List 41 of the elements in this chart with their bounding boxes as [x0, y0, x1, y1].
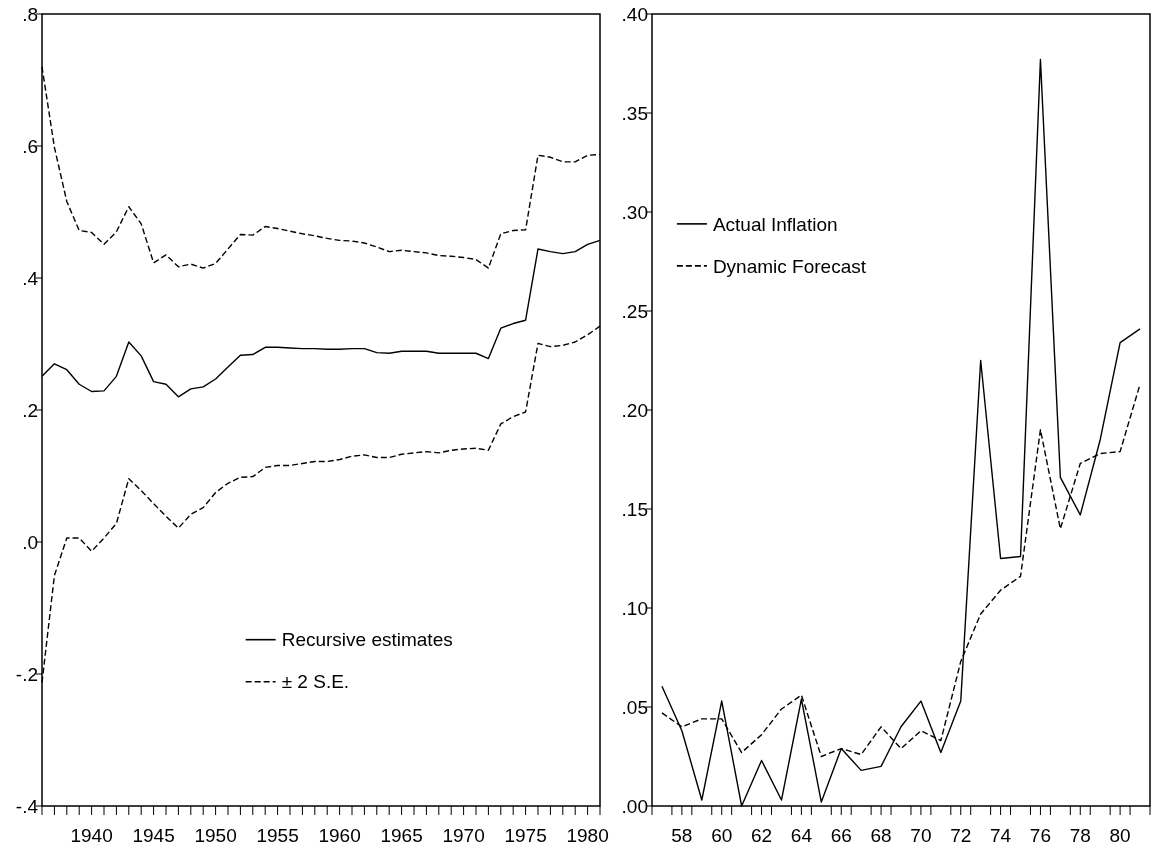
- x-tick-label: 68: [870, 825, 892, 846]
- y-tick-label: .30: [621, 201, 648, 223]
- x-tick-label: 60: [711, 825, 733, 846]
- legend-label: Dynamic Forecast: [712, 255, 867, 277]
- x-tick-label: 1965: [380, 825, 423, 846]
- x-tick-label: 64: [790, 825, 813, 846]
- y-tick-label: .0: [22, 531, 38, 553]
- x-tick-label: 1975: [504, 825, 547, 846]
- y-tick-label: .8: [22, 3, 38, 25]
- x-tick-label: 58: [671, 825, 693, 846]
- x-tick-label: 66: [830, 825, 852, 846]
- legend-label: ± 2 S.E.: [281, 671, 350, 693]
- legend-label: Recursive estimates: [281, 629, 453, 651]
- y-tick-label: .4: [22, 267, 39, 289]
- x-tick-label: 1980: [566, 825, 609, 846]
- y-tick-label: .2: [22, 399, 38, 421]
- x-tick-label: 1950: [194, 825, 237, 846]
- y-tick-label: -.4: [15, 795, 39, 817]
- y-tick-label: .00: [621, 795, 648, 817]
- y-tick-label: .6: [22, 135, 38, 157]
- x-tick-label: 74: [990, 825, 1012, 846]
- x-tick-label: 1960: [318, 825, 361, 846]
- x-tick-label: 72: [950, 825, 972, 846]
- y-tick-label: .20: [621, 399, 648, 421]
- y-tick-label: .40: [621, 3, 648, 25]
- y-tick-label: .25: [621, 300, 648, 322]
- y-tick-label: .35: [621, 102, 648, 124]
- x-tick-label: 1945: [132, 825, 175, 846]
- x-tick-label: 62: [750, 825, 773, 846]
- x-tick-label: 1970: [442, 825, 485, 846]
- x-tick-label: 78: [1069, 825, 1091, 846]
- y-tick-label: .05: [621, 696, 648, 718]
- legend-label: Actual Inflation: [712, 213, 838, 235]
- y-tick-label: .10: [621, 597, 648, 619]
- x-tick-label: 76: [1029, 825, 1052, 846]
- x-tick-label: 1955: [256, 825, 299, 846]
- y-tick-label: -.2: [15, 663, 38, 685]
- y-tick-label: .15: [621, 498, 648, 520]
- x-tick-label: 1940: [70, 825, 113, 846]
- x-tick-label: 80: [1109, 825, 1131, 846]
- x-tick-label: 70: [910, 825, 932, 846]
